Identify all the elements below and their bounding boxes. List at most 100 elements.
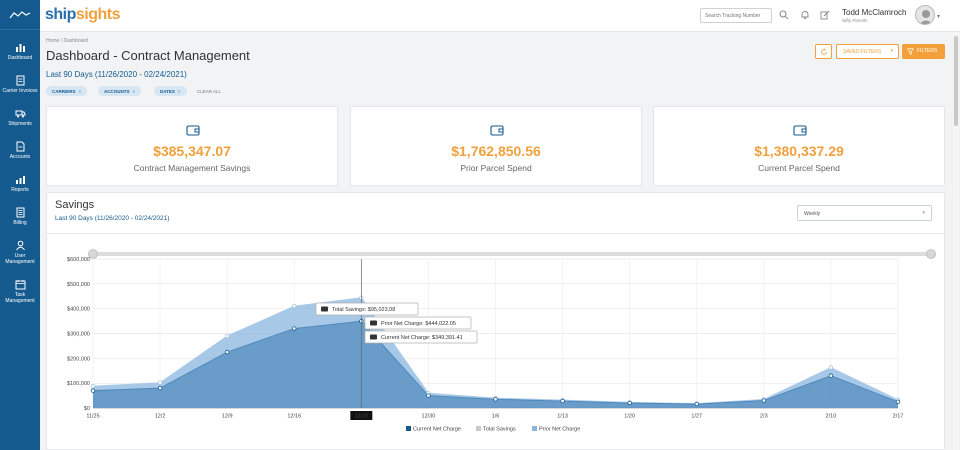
interval-select[interactable]: Weekly ▾ bbox=[797, 205, 932, 221]
date-range: Last 90 Days (11/26/2020 - 02/24/2021) bbox=[46, 70, 187, 79]
sidebar-item-accounts[interactable]: Accounts bbox=[0, 135, 40, 164]
y-tick-label: $200,000 bbox=[67, 356, 90, 362]
data-point-current-net-charge[interactable] bbox=[694, 401, 699, 407]
wallet-icon bbox=[186, 125, 200, 136]
close-icon[interactable]: × bbox=[132, 88, 136, 94]
user-org: Nifty Parcels bbox=[842, 18, 868, 23]
data-point-current-net-charge[interactable] bbox=[157, 385, 163, 391]
x-tick-label: 1/13 bbox=[557, 414, 568, 420]
data-point-current-net-charge[interactable] bbox=[560, 398, 565, 404]
filter-chip-dates[interactable]: DATES × bbox=[154, 86, 187, 96]
search-icon[interactable] bbox=[779, 10, 789, 20]
data-point-prior-net-charge[interactable] bbox=[225, 333, 230, 339]
data-point-prior-net-charge[interactable] bbox=[90, 383, 96, 389]
avatar[interactable] bbox=[915, 5, 935, 25]
x-tick-label: 1/6 bbox=[492, 414, 500, 420]
clear-all-link[interactable]: CLEAR ALL bbox=[197, 89, 222, 94]
x-tick-label: 12/16 bbox=[287, 414, 301, 420]
scrollbar-thumb[interactable] bbox=[954, 36, 958, 126]
range-slider-handle-start[interactable] bbox=[88, 249, 98, 259]
edit-icon[interactable] bbox=[820, 10, 830, 20]
x-tick-label: 2/3 bbox=[760, 414, 768, 420]
data-point-current-net-charge[interactable] bbox=[895, 399, 901, 404]
refresh-icon bbox=[820, 47, 827, 55]
report-icon bbox=[15, 174, 26, 185]
close-icon[interactable]: × bbox=[177, 88, 181, 94]
bell-icon[interactable] bbox=[800, 10, 810, 20]
sidebar-item-shipments[interactable]: Shipments bbox=[0, 102, 40, 131]
sidebar: Dashboard Carrier Invoices Shipments Accoun… bbox=[0, 0, 40, 450]
sidebar-item-carrier-invoices[interactable]: Carrier Invoices bbox=[0, 69, 40, 98]
tooltip-total-savings bbox=[315, 302, 419, 316]
y-tick-label: $300,000 bbox=[67, 332, 90, 338]
savings-subtitle: Last 90 Days (11/26/2020 - 02/24/2021) bbox=[55, 215, 170, 222]
chip-label: ACCOUNTS bbox=[104, 88, 130, 94]
savings-title: Savings bbox=[55, 199, 95, 211]
divider bbox=[47, 233, 944, 234]
x-tick-label: 1/27 bbox=[691, 414, 702, 420]
data-point-current-net-charge[interactable] bbox=[292, 326, 297, 331]
saved-filters-label: SAVED FILTERS bbox=[843, 49, 882, 55]
billing-icon bbox=[15, 207, 26, 218]
top-header: shipsights Todd McClamroch Nifty Parcels… bbox=[40, 0, 960, 32]
kpi-card-current-spend: $1,380,337.29 Current Parcel Spend bbox=[653, 106, 945, 186]
data-point-current-net-charge[interactable] bbox=[761, 398, 767, 403]
page-title: Dashboard - Contract Management bbox=[46, 48, 250, 63]
breadcrumb[interactable]: Home / Dashboard bbox=[46, 38, 88, 44]
sidebar-item-label: Reports bbox=[11, 187, 29, 193]
filter-chip-carriers[interactable]: CARRIERS × bbox=[46, 86, 88, 96]
sidebar-item-dashboard[interactable]: Dashboard bbox=[0, 36, 40, 65]
data-point-current-net-charge[interactable] bbox=[493, 397, 498, 402]
data-point-current-net-charge[interactable] bbox=[828, 373, 834, 378]
sidebar-item-task-management[interactable]: Task Management bbox=[0, 273, 40, 308]
sidebar-logo[interactable] bbox=[0, 0, 40, 30]
filters-button[interactable]: FILTERS bbox=[902, 44, 945, 59]
refresh-button[interactable] bbox=[815, 44, 832, 59]
y-tick-label: $500,000 bbox=[67, 282, 90, 288]
chevron-down-icon[interactable]: ▾ bbox=[937, 14, 941, 20]
tooltip-prior-net-charge bbox=[364, 316, 472, 330]
x-tick-label: 1/20 bbox=[624, 414, 635, 420]
saved-filters-dropdown[interactable]: SAVED FILTERS ▾ bbox=[836, 44, 899, 59]
sidebar-item-label: Billing bbox=[13, 220, 27, 226]
kpi-value: $1,380,337.29 bbox=[754, 143, 844, 159]
data-point-prior-net-charge[interactable] bbox=[157, 380, 163, 385]
sidebar-item-reports[interactable]: Reports bbox=[0, 168, 40, 197]
data-point-current-net-charge[interactable] bbox=[224, 349, 230, 355]
user-name[interactable]: Todd McClamroch bbox=[842, 8, 907, 17]
kpi-card-prior-spend: $1,762,850.56 Prior Parcel Spend bbox=[350, 106, 642, 186]
brand-logo[interactable]: shipsights bbox=[45, 6, 121, 24]
range-slider-handle-end[interactable] bbox=[926, 249, 936, 259]
wallet-icon bbox=[370, 334, 377, 340]
data-point-prior-net-charge[interactable] bbox=[292, 304, 297, 309]
tooltip-current-net-charge bbox=[364, 330, 478, 344]
range-slider-track[interactable] bbox=[93, 252, 936, 256]
kpi-label: Contract Management Savings bbox=[133, 163, 251, 173]
kpi-card-savings: $385,347.07 Contract Management Savings bbox=[46, 106, 338, 186]
sidebar-item-billing[interactable]: Billing bbox=[0, 201, 40, 230]
data-point-current-net-charge[interactable] bbox=[90, 388, 96, 393]
tooltip-total-savings-text: Total Savings: $95,023.08 bbox=[332, 307, 395, 313]
data-point-prior-net-charge[interactable] bbox=[828, 365, 834, 370]
series-area-current-net-charge bbox=[93, 321, 898, 408]
tracking-search-input[interactable] bbox=[700, 8, 772, 23]
y-tick-label: $600,000 bbox=[67, 257, 90, 263]
page-scrollbar[interactable] bbox=[953, 32, 959, 450]
x-tick-label-selected: 12/23 bbox=[354, 414, 368, 420]
sidebar-item-user-management[interactable]: User Management bbox=[0, 234, 40, 269]
filter-chip-accounts[interactable]: ACCOUNTS × bbox=[98, 86, 142, 96]
x-tick-label: 2/17 bbox=[893, 414, 904, 420]
calendar-icon bbox=[15, 279, 26, 290]
x-tick-label: 12/30 bbox=[422, 414, 436, 420]
legend-label: Total Savings bbox=[483, 427, 516, 433]
x-tick-label: 12/2 bbox=[155, 414, 166, 420]
legend-label: Current Net Charge bbox=[413, 427, 461, 433]
legend-label: Prior Net Charge bbox=[539, 427, 580, 433]
data-point-current-net-charge[interactable] bbox=[627, 400, 632, 406]
close-icon[interactable]: × bbox=[78, 88, 82, 94]
brand-part1: ship bbox=[45, 6, 76, 23]
legend-swatch bbox=[476, 426, 481, 431]
data-point-current-net-charge[interactable] bbox=[426, 393, 431, 398]
x-tick-label: 12/9 bbox=[222, 414, 233, 420]
